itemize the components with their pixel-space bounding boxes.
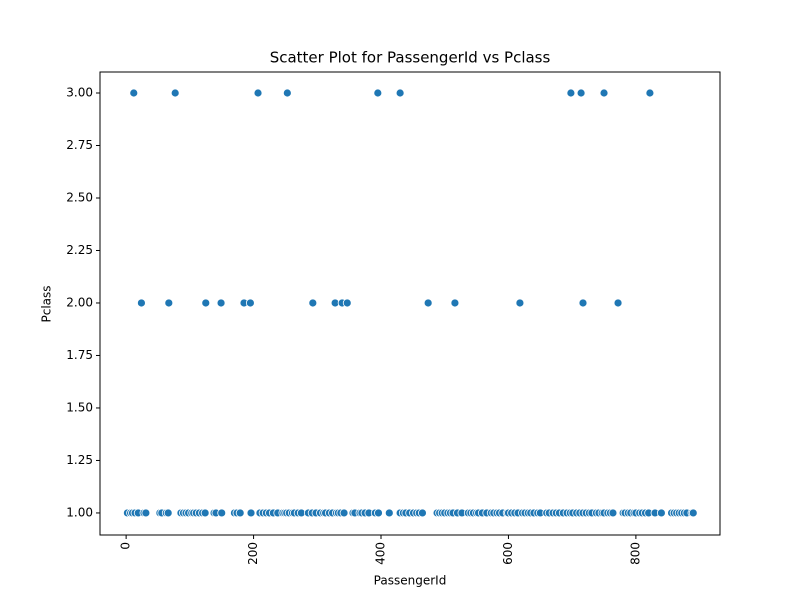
scatter-point [384, 508, 394, 518]
scatter-point [423, 298, 433, 308]
scatter-point [608, 508, 618, 518]
x-tick-label: 200 [246, 542, 260, 565]
scatter-point [245, 298, 255, 308]
y-tick-label: 1.00 [66, 505, 93, 519]
y-tick-label: 2.00 [66, 295, 93, 309]
scatter-point [217, 508, 227, 518]
scatter-point [216, 298, 226, 308]
scatter-point [129, 88, 139, 98]
scatter-point [342, 298, 352, 308]
scatter-point [282, 88, 292, 98]
x-axis-label: PassengerId [374, 574, 447, 588]
scatter-point [599, 88, 609, 98]
chart-title: Scatter Plot for PassengerId vs Pclass [270, 49, 551, 67]
scatter-point [688, 508, 698, 518]
scatter-point [164, 298, 174, 308]
scatter-point [308, 298, 318, 308]
scatter-point [200, 508, 210, 518]
scatter-point [645, 88, 655, 98]
scatter-point [170, 88, 180, 98]
y-tick-label: 1.75 [66, 348, 93, 362]
y-tick-label: 2.75 [66, 138, 93, 152]
scatter-point [339, 508, 349, 518]
y-axis-label: Pclass [40, 285, 54, 322]
scatter-point [253, 88, 263, 98]
y-tick-label: 1.50 [66, 400, 93, 414]
scatter-point [395, 88, 405, 98]
y-tick-label: 2.25 [66, 243, 93, 257]
scatter-point [137, 298, 146, 308]
scatter-point [656, 508, 666, 518]
scatter-point [566, 88, 576, 98]
y-tick-label: 1.25 [66, 453, 93, 467]
x-tick-label: 400 [374, 542, 388, 565]
plot-frame [99, 71, 721, 536]
scatter-point [201, 298, 211, 308]
x-tick-label: 0 [119, 542, 133, 550]
scatter-point [578, 298, 588, 308]
y-tick-label: 2.50 [66, 190, 93, 204]
y-tick-label: 3.00 [66, 85, 93, 99]
scatter-point [141, 508, 151, 518]
scatter-point [246, 508, 256, 518]
scatter-point [515, 298, 525, 308]
x-tick-label: 600 [501, 542, 515, 565]
scatter-point [235, 508, 245, 518]
scatter-point [374, 508, 383, 518]
scatter-point [576, 88, 586, 98]
x-tick-label: 800 [628, 542, 642, 565]
scatter-point [418, 508, 427, 518]
scatter-point [163, 508, 173, 518]
scatter-point [450, 298, 460, 308]
scatter-point [613, 298, 623, 308]
scatter-point [373, 88, 383, 98]
